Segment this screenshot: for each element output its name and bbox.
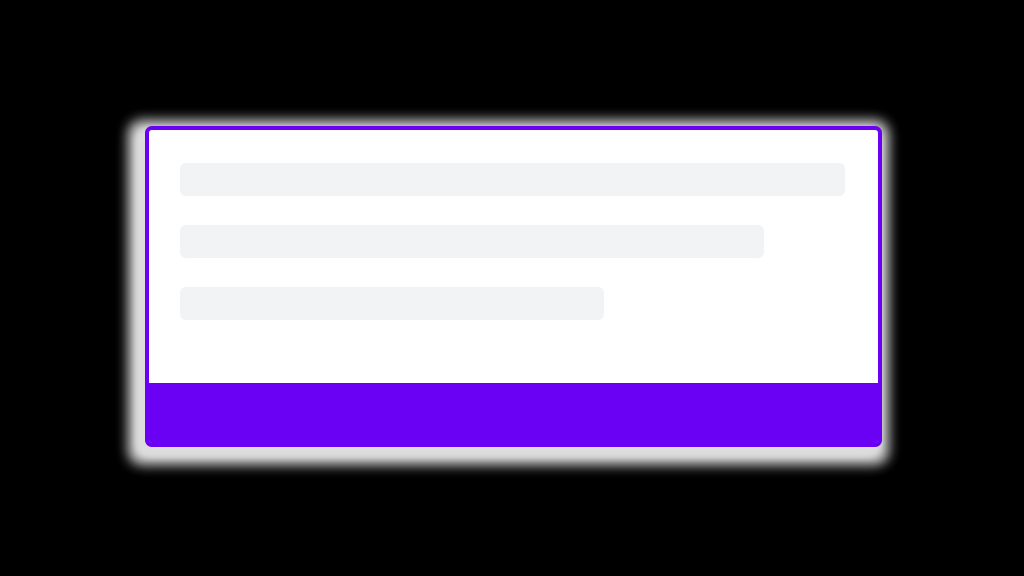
skeleton-placeholder-bar bbox=[180, 163, 845, 196]
card-body bbox=[149, 130, 878, 383]
skeleton-placeholder-bar bbox=[180, 225, 764, 258]
card-footer[interactable] bbox=[149, 383, 878, 443]
loading-skeleton-card[interactable] bbox=[145, 126, 882, 447]
skeleton-placeholder-bar bbox=[180, 287, 604, 320]
